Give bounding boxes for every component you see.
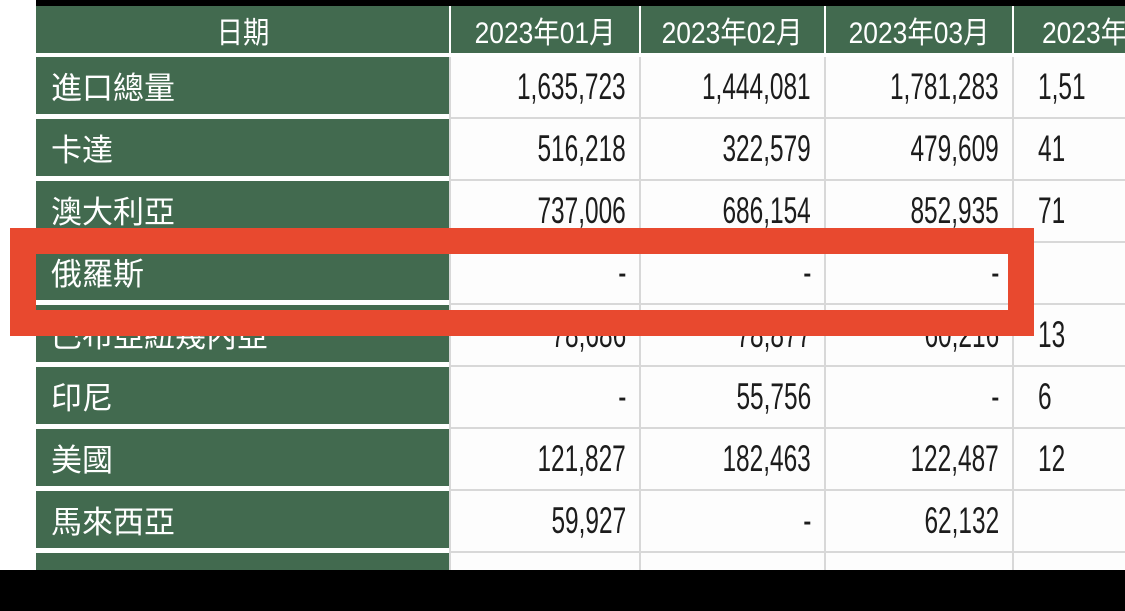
table-cell-value-text: 122,487	[910, 438, 999, 479]
row-label: 進口總量	[36, 57, 449, 119]
row-label-text: 俄羅斯	[51, 257, 144, 292]
table-cell-value-text: 41	[1038, 128, 1066, 169]
table-cell-value: 122,487	[824, 429, 1012, 491]
column-header-month-2-text: 2023年02月	[662, 16, 803, 50]
table-cell-value: -	[824, 367, 1012, 429]
row-label-text: 進口總量	[51, 71, 175, 106]
table-cell-value-text: 1,444,081	[702, 66, 811, 107]
row-label: 美國	[36, 429, 449, 491]
table-cell-value-text: 6	[1038, 376, 1052, 417]
column-header-month-1-text: 2023年01月	[474, 16, 616, 50]
column-header-month-3-text: 2023年03月	[848, 16, 990, 50]
table-cell-value	[824, 553, 1012, 570]
table-cell-value: 6	[1012, 367, 1125, 429]
table-cell-value-text: -	[617, 376, 626, 417]
table-cell-value: 121,827	[449, 429, 639, 491]
table-cell-value: 516,218	[449, 119, 639, 181]
column-header-date-text: 日期	[216, 16, 269, 50]
table-cell-value-text: 852,935	[910, 190, 999, 231]
table-cell-value-text: 12	[1038, 438, 1066, 479]
table-cell-value: 59,927	[449, 491, 639, 553]
table-cell-value-text: 59,927	[551, 500, 626, 541]
row-label	[36, 553, 449, 570]
table-cell-value-text: 516,218	[537, 128, 626, 169]
table-cell-value: 479,609	[824, 119, 1012, 181]
column-header-month-4-text: 2023年0	[1042, 16, 1125, 50]
table-cell-value	[449, 553, 639, 570]
column-header-month-1: 2023年01月	[449, 6, 639, 57]
table-cell-value-text: 71	[1038, 190, 1066, 231]
highlight-rectangle-russia-row	[10, 228, 1034, 336]
row-label-text: 印尼	[51, 381, 113, 416]
table-cell-value-text: -	[617, 252, 626, 293]
table-cell-value-text: 479,609	[910, 128, 999, 169]
row-label: 印尼	[36, 367, 449, 429]
table-cell-value: 1,444,081	[639, 57, 824, 119]
row-label-text: 馬來西亞	[51, 505, 175, 540]
row-label-text: 卡達	[51, 133, 113, 168]
table-cell-value-text: 1,781,283	[890, 66, 999, 107]
table-cell-value-text: 121,827	[537, 438, 626, 479]
table-cell-value: 12	[1012, 429, 1125, 491]
table-cell-value: 62,132	[824, 491, 1012, 553]
table-cell-value: 41	[1012, 119, 1125, 181]
table-cell-value-text: 55,756	[736, 376, 811, 417]
table-cell-value-text: 1,51	[1038, 66, 1086, 107]
table-cell-value-text: 62,132	[924, 500, 999, 541]
table-cell-value-text: 737,006	[537, 190, 626, 231]
row-label: 卡達	[36, 119, 449, 181]
row-label-text: 澳大利亞	[51, 195, 175, 230]
table-cell-value	[639, 553, 824, 570]
table-cell-value-text: -	[990, 252, 999, 293]
table-cell-value-text: 322,579	[722, 128, 811, 169]
table-cell-value: -	[639, 491, 824, 553]
table-cell-value: 55,756	[639, 367, 824, 429]
table-cell-value	[1012, 491, 1125, 553]
table-cell-value-text: -	[990, 376, 999, 417]
table-cell-value: 1,51	[1012, 57, 1125, 119]
column-header-month-4: 2023年0	[1012, 6, 1125, 57]
column-header-month-2: 2023年02月	[639, 6, 824, 57]
row-label: 馬來西亞	[36, 491, 449, 553]
table-cell-value: 1,635,723	[449, 57, 639, 119]
table-cell-value-text: 13	[1038, 314, 1066, 355]
table-cell-value: 1,781,283	[824, 57, 1012, 119]
table-cell-value: -	[449, 367, 639, 429]
row-label-text: 美國	[51, 443, 113, 478]
table-cell-value: 182,463	[639, 429, 824, 491]
column-header-date: 日期	[36, 6, 449, 57]
column-header-month-3: 2023年03月	[824, 6, 1012, 57]
table-cell-value-text: 1,635,723	[517, 66, 626, 107]
table-cell-value-text: 182,463	[722, 438, 811, 479]
table-cell-value: 322,579	[639, 119, 824, 181]
table-cell-value-text: -	[802, 500, 811, 541]
table-cell-value-text: -	[802, 252, 811, 293]
table-cell-value	[1012, 553, 1125, 570]
table-cell-value-text: 686,154	[722, 190, 811, 231]
